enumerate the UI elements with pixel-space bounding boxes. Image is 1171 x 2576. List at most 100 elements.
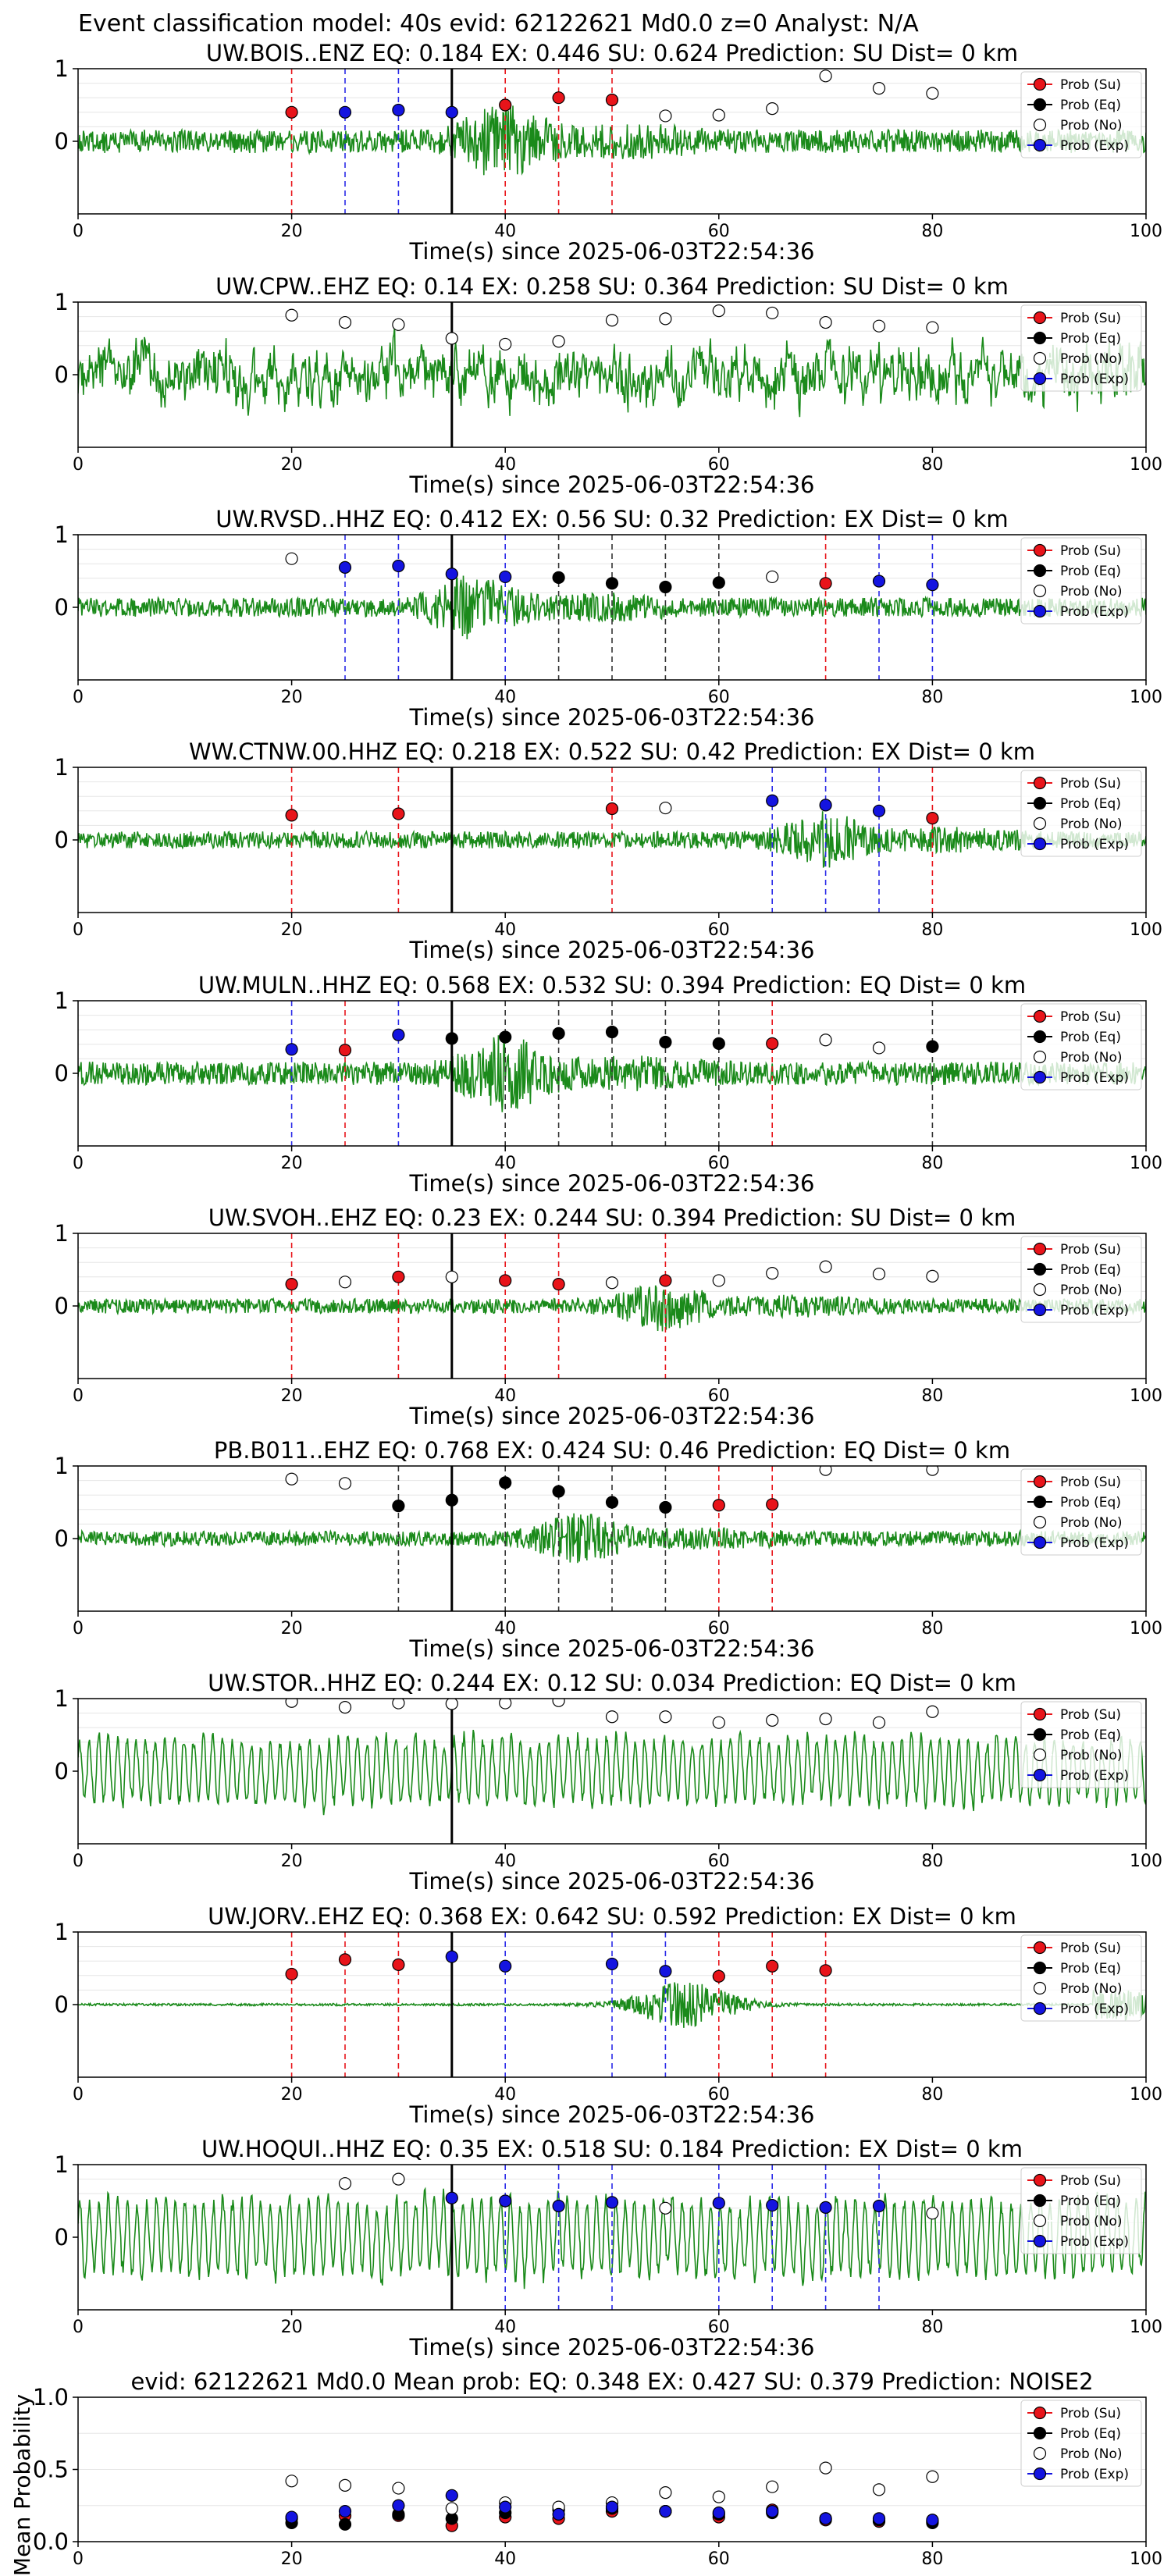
x-tick-label: 100 bbox=[1130, 1852, 1162, 1871]
x-tick-label: 40 bbox=[494, 688, 516, 707]
prob-marker-exp bbox=[445, 2191, 458, 2204]
legend-label: Prob (Su) bbox=[1060, 776, 1121, 792]
prob-marker-exp bbox=[445, 568, 458, 581]
x-tick-label: 0 bbox=[73, 688, 84, 707]
waveform-trace bbox=[78, 1285, 1146, 1332]
legend-label: Prob (Exp) bbox=[1060, 138, 1129, 154]
prob-marker-su bbox=[766, 1037, 779, 1050]
prob-marker-exp bbox=[819, 799, 832, 812]
prob-marker-exp bbox=[499, 2194, 512, 2208]
legend-marker-no bbox=[1033, 118, 1047, 132]
plot-area bbox=[78, 1001, 1146, 1146]
prob-marker-no bbox=[552, 1699, 565, 1707]
mean-prob-point-no bbox=[445, 2502, 458, 2515]
prob-marker-no bbox=[926, 1466, 939, 1476]
prob-marker-eq bbox=[552, 1026, 565, 1040]
y-tick-label: 1 bbox=[55, 1685, 69, 1712]
prob-marker-su bbox=[552, 1277, 565, 1291]
panel-11: evid: 62122621 Md0.0 Mean prob: EQ: 0.34… bbox=[9, 2368, 1162, 2576]
plot-area bbox=[78, 1233, 1146, 1379]
prob-marker-no bbox=[338, 315, 352, 329]
prob-marker-no bbox=[712, 304, 725, 318]
prob-marker-no bbox=[819, 1712, 832, 1726]
y-tick-label: 1 bbox=[55, 987, 69, 1014]
prob-marker-no bbox=[285, 1472, 298, 1485]
panel-9: UW.JORV..EHZ EQ: 0.368 EX: 0.642 SU: 0.5… bbox=[55, 1903, 1162, 2128]
x-tick-label: 60 bbox=[708, 1619, 730, 1638]
legend-label: Prob (Eq) bbox=[1060, 1727, 1121, 1743]
mean-prob-point-exp bbox=[445, 2489, 458, 2502]
legend-marker-eq bbox=[1033, 1262, 1047, 1276]
mean-prob-point-exp bbox=[926, 2514, 939, 2527]
legend-label: Prob (Su) bbox=[1060, 311, 1121, 326]
panel-title: PB.B011..EHZ EQ: 0.768 EX: 0.424 SU: 0.4… bbox=[214, 1437, 1010, 1464]
plot-area bbox=[78, 535, 1146, 680]
legend-label: Prob (No) bbox=[1060, 817, 1123, 832]
prob-marker-no bbox=[659, 312, 672, 326]
legend-marker-eq bbox=[1033, 331, 1047, 345]
prob-marker-eq bbox=[712, 1037, 725, 1050]
y-tick-label: 0 bbox=[55, 361, 69, 388]
legend-marker-exp bbox=[1033, 2467, 1047, 2481]
mean-prob-point-no bbox=[766, 2480, 779, 2493]
x-tick-label: 40 bbox=[494, 1154, 516, 1173]
x-tick-label: 100 bbox=[1130, 2318, 1162, 2337]
legend-label: Prob (No) bbox=[1060, 1050, 1123, 1066]
legend-label: Prob (Exp) bbox=[1060, 372, 1129, 387]
legend-marker-su bbox=[1033, 311, 1047, 325]
x-tick-label: 60 bbox=[708, 1386, 730, 1406]
prob-marker-su bbox=[659, 1274, 672, 1287]
mean-prob-point-exp bbox=[552, 2507, 565, 2521]
legend-label: Prob (Su) bbox=[1060, 2173, 1121, 2189]
legend-label: Prob (Eq) bbox=[1060, 1262, 1121, 1278]
y-tick-label: 0 bbox=[55, 1060, 69, 1087]
y-tick-label: 0 bbox=[55, 1525, 69, 1552]
y-tick-label: 0 bbox=[55, 2224, 69, 2250]
legend-marker-su bbox=[1033, 1941, 1047, 1955]
legend-frame bbox=[1020, 1934, 1142, 2022]
mean-prob-point-no bbox=[392, 2482, 405, 2495]
y-tick-label: 1 bbox=[55, 754, 69, 781]
prob-marker-no bbox=[766, 570, 779, 584]
x-tick-label: 80 bbox=[921, 2549, 943, 2569]
prob-marker-no bbox=[872, 1716, 886, 1729]
x-tick-label: 0 bbox=[73, 1852, 84, 1871]
legend-marker-su bbox=[1033, 1242, 1047, 1256]
x-tick-label: 40 bbox=[494, 455, 516, 475]
y-tick-label: 0 bbox=[55, 827, 69, 853]
prob-marker-exp bbox=[499, 570, 512, 584]
prob-marker-exp bbox=[766, 794, 779, 807]
prob-marker-exp bbox=[338, 105, 352, 119]
y-axis-label: Mean Probability bbox=[9, 2394, 35, 2576]
x-tick-label: 100 bbox=[1130, 1386, 1162, 1406]
prob-marker-su bbox=[392, 1270, 405, 1283]
prob-marker-no bbox=[392, 318, 405, 331]
prob-marker-no bbox=[445, 1270, 458, 1283]
x-tick-label: 0 bbox=[73, 1386, 84, 1406]
legend-marker-su bbox=[1033, 776, 1047, 790]
mean-prob-point-no bbox=[872, 2483, 886, 2496]
prob-marker-exp bbox=[926, 578, 939, 592]
prob-marker-no bbox=[659, 801, 672, 815]
prob-marker-su bbox=[285, 105, 298, 119]
waveform-trace bbox=[78, 326, 1146, 418]
panel-4: WW.CTNW.00.HHZ EQ: 0.218 EX: 0.522 SU: 0… bbox=[55, 738, 1162, 963]
prob-marker-su bbox=[552, 91, 565, 105]
panel-8: UW.STOR..HHZ EQ: 0.244 EX: 0.12 SU: 0.03… bbox=[55, 1670, 1162, 1895]
legend-label: Prob (Eq) bbox=[1060, 2194, 1121, 2209]
prob-marker-eq bbox=[499, 1476, 512, 1489]
waveform-trace bbox=[78, 811, 1146, 869]
prob-marker-su bbox=[338, 1044, 352, 1057]
x-tick-label: 20 bbox=[281, 1386, 303, 1406]
x-tick-label: 100 bbox=[1130, 2549, 1162, 2569]
x-axis-label: Time(s) since 2025-06-03T22:54:36 bbox=[409, 471, 815, 498]
legend-marker-su bbox=[1033, 2406, 1047, 2420]
prob-marker-exp bbox=[445, 105, 458, 119]
prob-marker-exp bbox=[819, 2201, 832, 2214]
x-tick-label: 40 bbox=[494, 2318, 516, 2337]
y-tick-label: 0 bbox=[55, 1293, 69, 1319]
prob-marker-eq bbox=[552, 1485, 565, 1498]
legend-marker-eq bbox=[1033, 98, 1047, 112]
mean-prob-point-exp bbox=[659, 2505, 672, 2518]
